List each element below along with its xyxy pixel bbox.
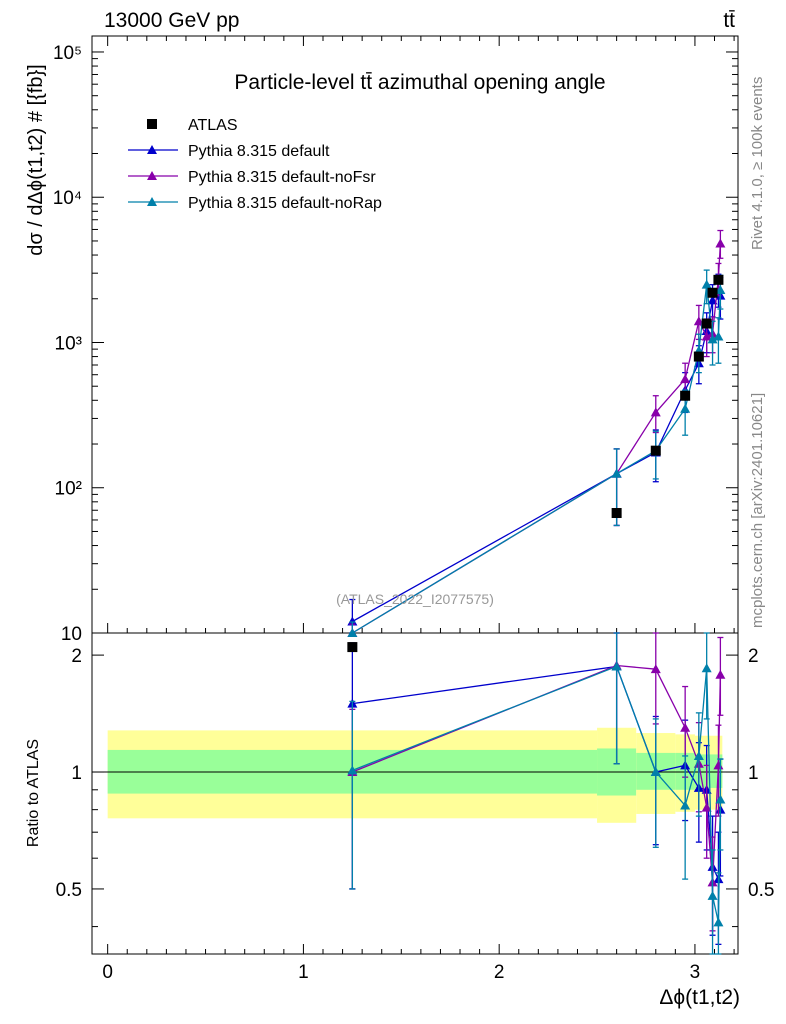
series-point	[693, 316, 704, 326]
axes-ticks: 0 1 2 3 10 10² 10³ 10⁴ 10⁵ 0.5 0.5 1 1 2 2	[53, 36, 774, 983]
atlas-point	[650, 445, 661, 456]
side-rivet-label: Rivet 4.1.0, ≥ 100k events	[749, 77, 766, 250]
ratio-series-layer	[347, 632, 726, 955]
ratio-tick-label-right: 0.5	[748, 880, 774, 901]
ratio-tick-label: 0.5	[56, 880, 82, 901]
legend-marker-atlas	[147, 119, 157, 129]
x-tick-label: 2	[494, 962, 505, 983]
legend-label-2: Pythia 8.315 default-noRap	[188, 195, 382, 212]
ratio-point	[693, 750, 704, 760]
legend-label-0: Pythia 8.315 default	[188, 143, 330, 160]
y-tick-label: 10³	[55, 333, 82, 354]
ratio-point	[701, 663, 712, 673]
y-tick-label: 10⁴	[53, 188, 82, 209]
energy-label: 13000 GeV pp	[104, 9, 239, 32]
ratio-point	[715, 794, 726, 804]
atlas-data-layer	[347, 274, 724, 653]
series-line-2	[352, 284, 722, 634]
ratio-point	[347, 765, 358, 775]
series-point	[715, 238, 726, 248]
side-source-label: mcplots.cern.ch [arXiv:2401.10621]	[749, 393, 766, 628]
legend-label-1: Pythia 8.315 default-noFsr	[188, 169, 376, 186]
ratio-point	[707, 890, 718, 900]
y-tick-label: 10²	[55, 479, 82, 500]
y-axis-label: dσ / dΔϕ(t1,t2) # [{fb}]	[25, 64, 47, 255]
legend-marker-0	[147, 145, 157, 154]
x-axis-label: Δϕ(t1,t2)	[659, 986, 740, 1009]
series-point	[715, 284, 726, 294]
series-point	[347, 628, 358, 637]
atlas-point	[713, 274, 724, 285]
atlas-point	[611, 508, 622, 519]
series-line-0	[352, 288, 721, 623]
analysis-id: (ATLAS_2022_I2077575)	[336, 591, 494, 607]
atlas-point	[693, 351, 704, 362]
series-point	[611, 468, 622, 478]
ratio-tick-label: 2	[71, 646, 82, 667]
ratio-point	[611, 661, 622, 671]
x-tick-label: 1	[298, 962, 309, 983]
x-tick-label: 3	[690, 962, 701, 983]
ratio-point	[715, 669, 726, 679]
atlas-point	[701, 318, 712, 329]
series-point	[347, 616, 358, 626]
main-series-layer	[347, 229, 726, 637]
legend-marker-2	[147, 197, 157, 206]
ratio-point	[650, 664, 661, 674]
ratio-point	[713, 917, 724, 927]
series-point	[701, 279, 712, 289]
uncertainty-bands	[107, 727, 723, 823]
x-tick-label: 0	[102, 962, 113, 983]
y-tick-label: 10	[61, 624, 82, 645]
ratio-point	[701, 802, 712, 812]
legend-label-atlas: ATLAS	[188, 117, 238, 134]
ratio-axis-label: Ratio to ATLAS	[25, 739, 42, 847]
atlas-point	[680, 390, 691, 401]
process-label: tt̄	[723, 9, 735, 32]
atlas-point	[707, 287, 718, 298]
ratio-plot-frame	[91, 632, 739, 955]
ratio-tick-label: 1	[71, 763, 82, 784]
chart-title: Particle-level tt̄ azimuthal opening ang…	[234, 71, 605, 94]
ratio-point	[680, 722, 691, 732]
series-point	[650, 407, 661, 417]
series-point	[707, 334, 718, 344]
series-point	[707, 295, 718, 305]
y-tick-label: 10⁵	[53, 43, 82, 64]
series-point	[680, 403, 691, 413]
atlas-point	[347, 642, 358, 653]
series-point	[701, 331, 712, 341]
ratio-tick-label-right: 2	[748, 646, 759, 667]
series-point	[680, 374, 691, 384]
ratio-tick-label-right: 1	[748, 763, 759, 784]
series-point	[713, 331, 724, 341]
ratio-point	[650, 767, 661, 777]
legend-marker-1	[147, 171, 157, 180]
ratio-point	[680, 800, 691, 810]
legend: ATLAS Pythia 8.315 default Pythia 8.315 de…	[128, 117, 382, 212]
